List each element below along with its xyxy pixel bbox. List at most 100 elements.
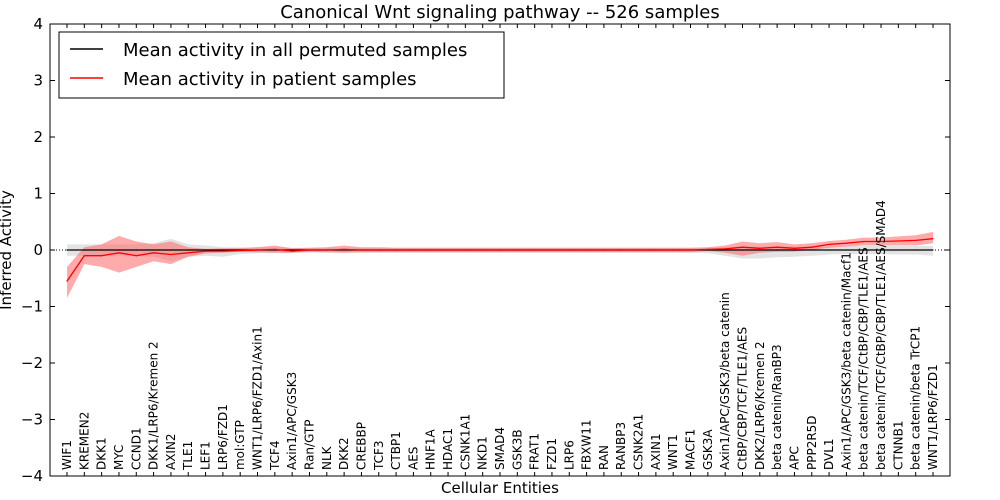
point-series-1	[776, 246, 778, 248]
category-label: beta catenin/beta TrCP1	[909, 326, 923, 470]
category-label: KREMEN2	[77, 412, 91, 470]
point-series-1	[118, 252, 120, 254]
point-series-0	[776, 249, 778, 251]
category-label: Axin1/APC/GSK3/beta catenin	[718, 292, 732, 470]
category-label: CTNNB1	[891, 420, 905, 470]
point-series-1	[551, 249, 553, 251]
point-series-1	[153, 252, 155, 254]
point-series-0	[915, 249, 917, 251]
x-axis-label: Cellular Entities	[441, 479, 559, 497]
y-tick-label: −4	[21, 467, 43, 485]
point-series-0	[222, 249, 224, 251]
axis-ticks: −4 −3 −2 −1 0 1 2 3 4	[21, 15, 950, 485]
category-label: WNT1	[666, 434, 680, 470]
point-series-1	[360, 249, 362, 251]
category-label: RANBP3	[614, 422, 628, 470]
y-tick-label: 2	[33, 128, 43, 146]
legend-label-permuted: Mean activity in all permuted samples	[123, 40, 467, 61]
point-series-1	[135, 255, 137, 257]
point-series-1	[222, 250, 224, 252]
point-series-1	[620, 249, 622, 251]
point-series-1	[378, 249, 380, 251]
point-series-0	[205, 249, 207, 251]
category-label: Axin1/APC/GSK3/beta catenin/Macf1	[839, 252, 853, 470]
category-label: CCND1	[129, 427, 143, 470]
plot-frame	[49, 23, 951, 477]
point-series-1	[880, 240, 882, 243]
confidence-bands	[67, 231, 933, 298]
legend-box	[58, 31, 505, 99]
point-series-1	[655, 249, 657, 251]
y-tick-label: −2	[21, 354, 43, 372]
category-label: CSNK2A1	[632, 414, 646, 470]
point-series-1	[672, 249, 674, 251]
category-label: LRP6	[562, 440, 576, 470]
point-series-1	[326, 249, 328, 251]
category-label: TCF3	[372, 440, 386, 471]
point-series-1	[603, 249, 605, 251]
category-label: WNT1/LRP6/FZD1/Axin1	[251, 326, 265, 470]
point-series-0	[793, 249, 796, 251]
category-label: GSK3B	[510, 429, 524, 470]
category-label: DKK2/LRP6/Kremen 2	[753, 341, 767, 470]
point-series-0	[187, 249, 189, 251]
point-series-1	[689, 249, 692, 251]
point-series-1	[568, 249, 570, 251]
category-label: Ran/GTP	[302, 419, 316, 470]
point-series-0	[170, 249, 172, 251]
point-series-1	[534, 249, 536, 251]
point-series-0	[759, 249, 761, 251]
category-label: APC	[787, 446, 801, 470]
point-series-1	[274, 248, 276, 250]
y-tick-label: −1	[21, 298, 43, 316]
point-series-0	[897, 249, 900, 251]
point-series-1	[239, 250, 241, 252]
point-series-1	[759, 247, 761, 249]
category-label: beta catenin/RanBP3	[770, 344, 784, 470]
chart-title: Canonical Wnt signaling pathway -- 526 s…	[280, 2, 720, 23]
category-label: DKK1/LRP6/Kremen 2	[147, 341, 161, 470]
legend-label-patient: Mean activity in patient samples	[123, 69, 417, 90]
point-series-1	[828, 243, 830, 245]
category-label: RAN	[597, 445, 611, 470]
category-label: beta catenin/TCF/CtBP/CBP/TLE1/AES	[857, 247, 871, 470]
point-series-1	[499, 249, 501, 251]
category-label: FRAT1	[528, 433, 542, 470]
y-tick-label: 4	[33, 15, 43, 33]
point-series-1	[586, 249, 588, 251]
y-tick-label: 1	[33, 185, 43, 203]
point-series-1	[170, 253, 172, 256]
category-label: NKD1	[476, 436, 490, 470]
point-series-1	[308, 249, 311, 251]
point-series-1	[638, 249, 640, 251]
point-series-1	[811, 246, 813, 248]
category-label: AES	[406, 447, 420, 470]
category-label: DVL1	[822, 438, 836, 470]
point-series-1	[187, 252, 189, 254]
category-label: MYC	[112, 445, 126, 470]
point-series-0	[135, 249, 137, 251]
category-label: AXIN1	[649, 433, 663, 470]
category-label: SMAD4	[493, 427, 507, 470]
point-series-0	[118, 249, 120, 251]
category-label: CSNK1A1	[458, 414, 472, 470]
category-label: DKK1	[95, 437, 109, 470]
point-series-0	[863, 249, 865, 251]
category-label: LRP6/FZD1	[216, 404, 230, 470]
point-series-1	[464, 249, 466, 251]
point-series-1	[66, 280, 68, 282]
point-series-1	[291, 250, 293, 252]
point-series-1	[256, 249, 259, 251]
category-label: WNT1/LRP6/FZD1	[926, 364, 940, 470]
point-series-0	[291, 249, 293, 251]
point-series-1	[343, 248, 345, 250]
point-series-1	[101, 255, 103, 257]
point-series-1	[482, 249, 484, 251]
point-series-1	[932, 238, 934, 240]
point-series-0	[828, 249, 830, 251]
y-tick-label: 0	[33, 241, 43, 259]
category-label: AXIN2	[164, 433, 178, 470]
point-series-1	[724, 248, 726, 250]
category-label: Axin1/APC/GSK3	[285, 372, 299, 470]
